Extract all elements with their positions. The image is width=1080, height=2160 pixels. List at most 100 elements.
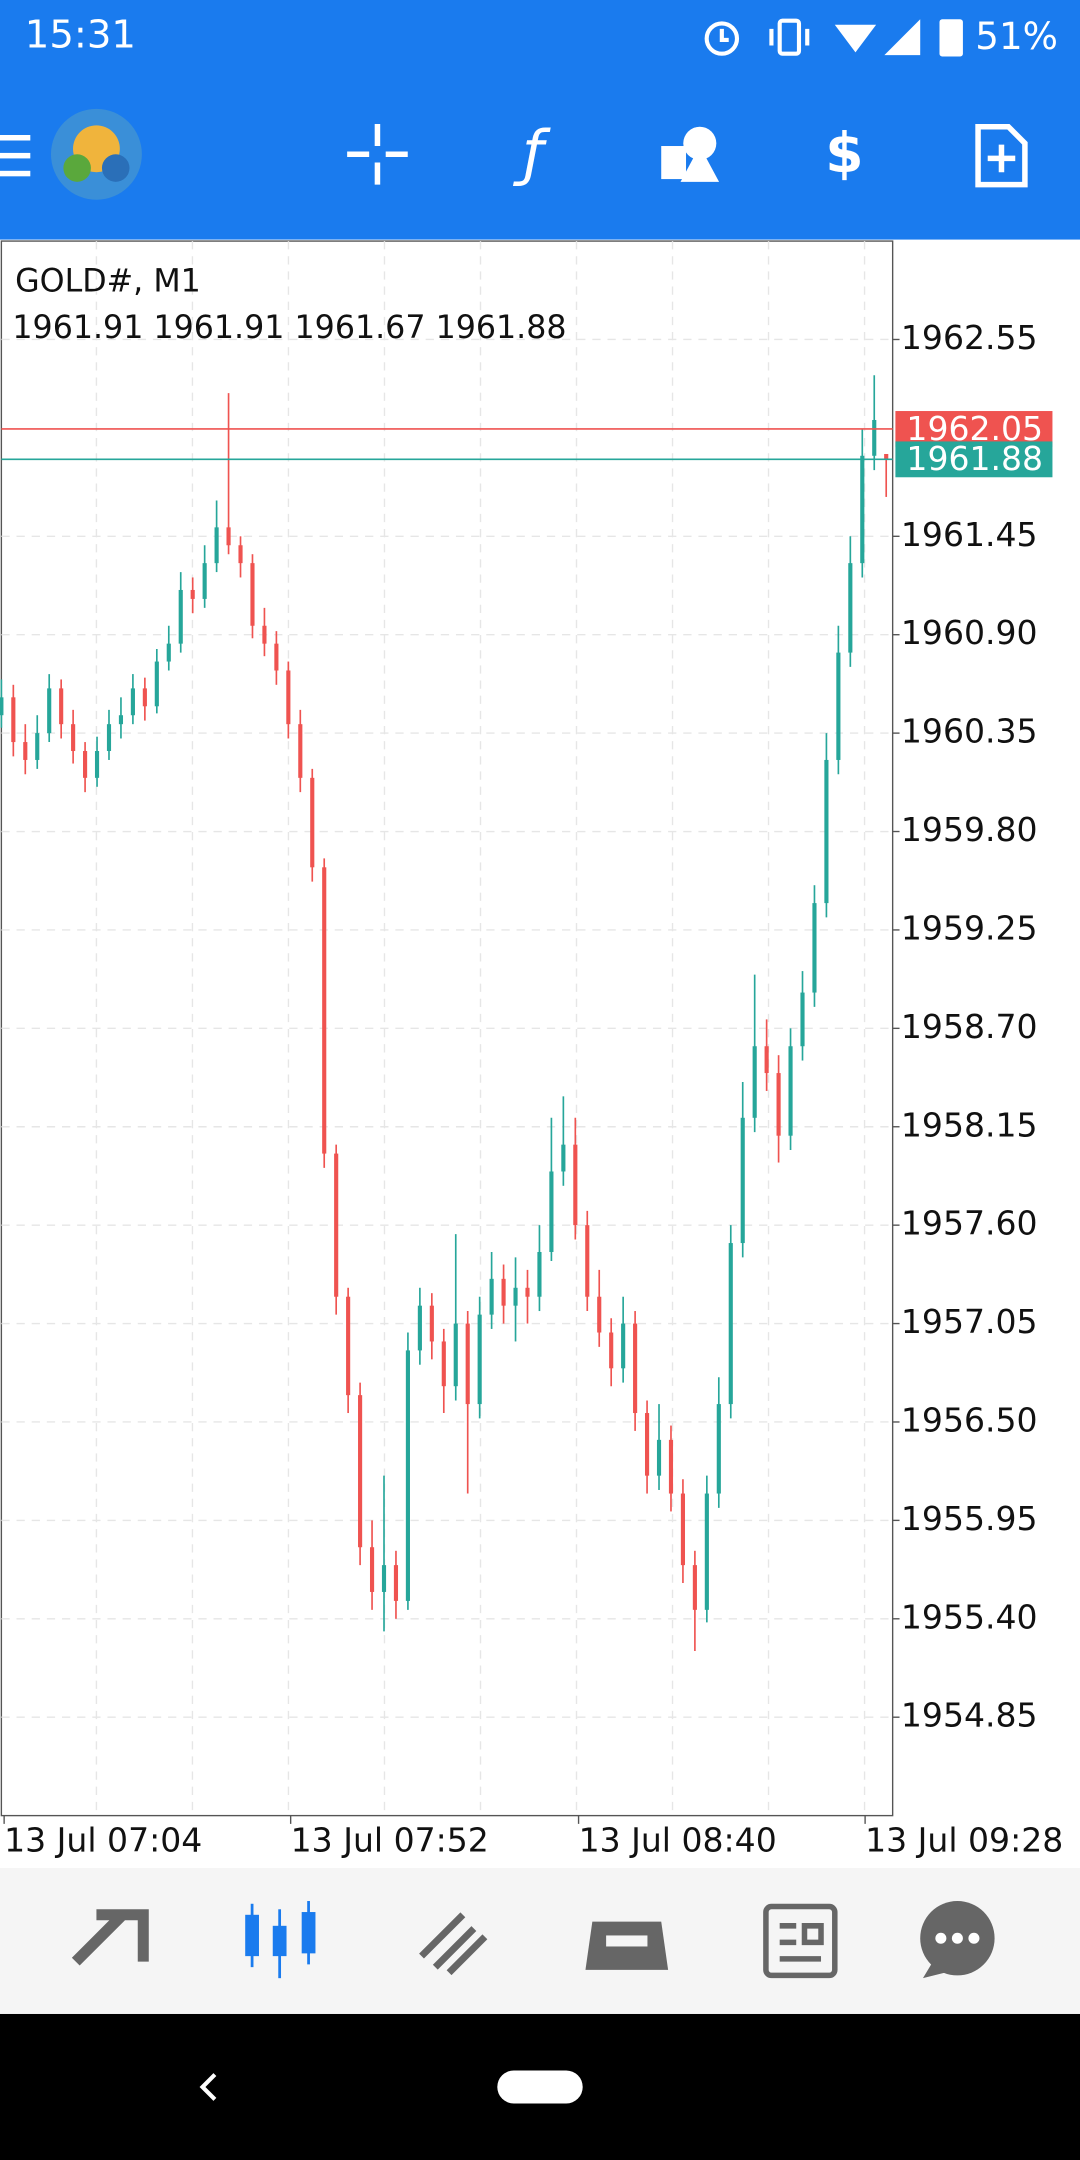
candle-body xyxy=(860,455,865,564)
candle-body xyxy=(417,1305,422,1351)
signal-icon xyxy=(884,19,921,56)
candle-body xyxy=(728,1243,733,1405)
candle-body xyxy=(704,1493,709,1610)
y-tick-label: 1960.35 xyxy=(901,712,1038,751)
y-tick-label: 1959.25 xyxy=(901,908,1038,947)
ask-label: 1962.05 xyxy=(906,409,1043,448)
nav-news[interactable] xyxy=(763,1903,838,1979)
candle-body xyxy=(776,1073,781,1136)
y-tick-label: 1955.95 xyxy=(901,1499,1038,1538)
candle-body xyxy=(764,1046,769,1074)
candle-body xyxy=(680,1493,686,1566)
crosshair-button[interactable] xyxy=(347,123,408,185)
candle-body xyxy=(202,563,207,599)
app-logo[interactable] xyxy=(50,108,142,200)
candle-body xyxy=(190,589,195,599)
ohlc-readout: 1961.91 1961.91 1961.67 1961.88 xyxy=(12,310,566,346)
x-tick-label: 13 Jul 07:04 xyxy=(4,1820,202,1859)
candle-body xyxy=(800,992,805,1047)
y-tick-label: 1962.55 xyxy=(901,318,1038,357)
y-tick-label: 1958.15 xyxy=(901,1105,1038,1144)
candle-body xyxy=(668,1439,674,1494)
candle-body xyxy=(621,1323,626,1369)
candle-body xyxy=(477,1314,482,1405)
y-tick-label: 1954.85 xyxy=(901,1696,1038,1735)
candle-body xyxy=(238,545,243,564)
candle-body xyxy=(393,1565,399,1601)
objects-button[interactable] xyxy=(661,126,720,182)
candle-body xyxy=(322,867,327,1154)
y-tick-label: 1957.05 xyxy=(901,1302,1038,1341)
candle-body xyxy=(358,1395,363,1548)
candle-body xyxy=(501,1278,506,1306)
candle-body xyxy=(23,742,28,760)
candle-body xyxy=(310,777,315,868)
y-tick-label: 1959.80 xyxy=(901,810,1038,849)
candle-body xyxy=(274,643,279,671)
candle-body xyxy=(405,1350,410,1601)
bottom-nav xyxy=(0,1867,1080,2014)
candle-body xyxy=(94,751,100,778)
candle-body xyxy=(788,1046,793,1136)
status-icons xyxy=(704,18,810,56)
candle-body xyxy=(298,724,303,778)
candle-body xyxy=(166,643,171,662)
candle-body xyxy=(752,1046,757,1118)
high-value: 1961.91 xyxy=(153,310,284,346)
nav-chat[interactable] xyxy=(920,1901,995,1979)
candle-body xyxy=(346,1296,351,1396)
candle-body xyxy=(441,1341,446,1387)
candle-body xyxy=(71,724,76,752)
candle-body xyxy=(716,1404,721,1494)
y-tick-label: 1955.40 xyxy=(901,1597,1038,1636)
x-tick-label: 13 Jul 09:28 xyxy=(865,1820,1063,1859)
x-tick-label: 13 Jul 07:52 xyxy=(291,1820,489,1859)
candle-body xyxy=(59,688,64,725)
candle-body xyxy=(369,1547,375,1592)
candle-body xyxy=(142,688,147,707)
candle-body xyxy=(740,1117,745,1244)
candle-body xyxy=(561,1144,566,1172)
candle-body xyxy=(262,625,267,644)
battery-icon xyxy=(939,19,963,57)
candle-body xyxy=(250,563,255,626)
candle-body xyxy=(286,670,291,725)
nav-trade[interactable] xyxy=(419,1912,488,1976)
ask-label-bg xyxy=(895,411,1053,447)
menu-button[interactable] xyxy=(0,135,31,177)
bid-label: 1961.88 xyxy=(906,439,1043,478)
home-button[interactable] xyxy=(497,2070,583,2104)
candle-body xyxy=(381,1565,387,1592)
candle-body xyxy=(83,751,88,778)
candle-body xyxy=(334,1153,339,1297)
new-order-button[interactable] xyxy=(975,123,1028,188)
y-tick-label: 1960.90 xyxy=(901,613,1038,652)
back-button[interactable] xyxy=(199,2073,217,2101)
nav-history[interactable] xyxy=(585,1921,669,1970)
y-tick-label: 1957.60 xyxy=(901,1204,1038,1243)
nav-chart[interactable] xyxy=(245,1901,316,1979)
candle-body xyxy=(848,563,853,653)
trade-button[interactable]: $ xyxy=(825,121,863,185)
candle-body xyxy=(453,1323,458,1387)
candle-body xyxy=(656,1439,662,1476)
candle-body xyxy=(106,724,112,752)
x-tick-label: 13 Jul 08:40 xyxy=(579,1820,777,1859)
candle-body xyxy=(824,759,829,904)
candle-body xyxy=(0,697,4,716)
candle-body xyxy=(489,1278,494,1315)
bid-label-bg xyxy=(895,441,1053,478)
symbol-title: GOLD#, M1 xyxy=(15,263,201,299)
chart-area xyxy=(0,239,1080,1868)
nav-quotes[interactable] xyxy=(71,1909,149,1966)
candle-body xyxy=(884,453,889,460)
battery-level: 51% xyxy=(975,14,1058,58)
candle-body xyxy=(633,1323,638,1414)
candle-body xyxy=(537,1251,542,1297)
status-time: 15:31 xyxy=(25,13,136,58)
candle-body xyxy=(465,1323,470,1405)
plot xyxy=(0,241,893,1816)
candle-body xyxy=(47,688,52,734)
candle-body xyxy=(130,688,135,716)
